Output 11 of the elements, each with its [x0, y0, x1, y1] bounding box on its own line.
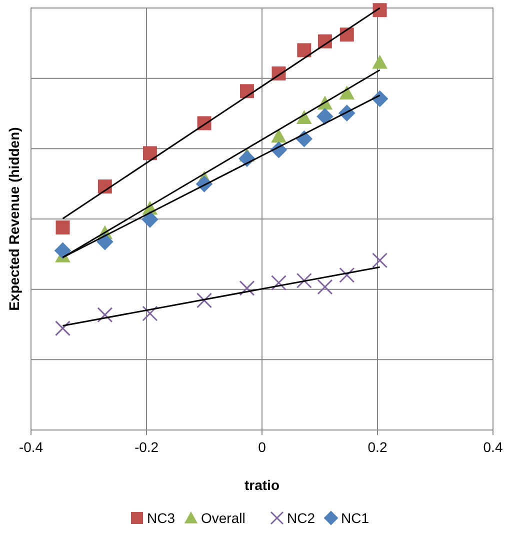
y-axis-title: Expected Revenue (hidden) — [6, 127, 22, 311]
legend-label: NC1 — [341, 510, 370, 526]
x-tick-label: -0.4 — [18, 439, 44, 455]
x-tick-label: 0.4 — [483, 439, 503, 455]
x-tick-label: -0.2 — [134, 439, 159, 455]
x-tick-label: 0 — [258, 439, 266, 455]
x-axis-title: tratio — [244, 477, 280, 493]
x-tick-label: 0.2 — [368, 439, 388, 455]
legend-label: NC2 — [287, 510, 316, 526]
legend-label: Overall — [201, 510, 246, 526]
legend-label: NC3 — [147, 510, 176, 526]
